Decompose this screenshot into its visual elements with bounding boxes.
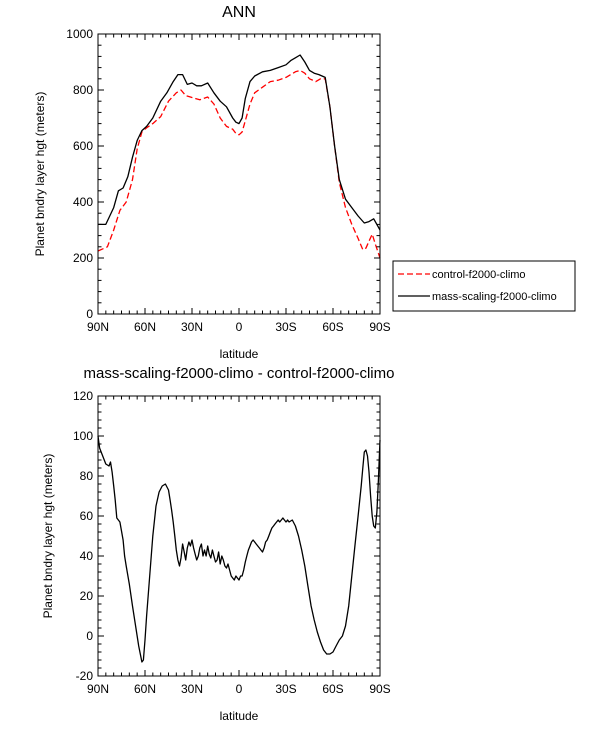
legend-label-mass-scaling: mass-scaling-f2000-climo	[432, 291, 557, 303]
panel-bottom-y-tick-label: 80	[80, 469, 94, 483]
panel-bottom-series-line-0	[97, 435, 381, 663]
panel-top-x-tick-label: 60N	[134, 320, 156, 334]
panel-top-series-layer	[97, 54, 381, 259]
panel-bottom-y-axis-label: Planet bndry layer hgt (meters)	[41, 454, 55, 619]
legend: control-f2000-climo mass-scaling-f2000-c…	[392, 260, 576, 312]
panel-top-y-tick-label: 800	[73, 83, 93, 97]
panel-bottom-x-tick-label: 30N	[181, 682, 203, 696]
panel-top-series-line-1	[98, 54, 381, 231]
panel-top-x-tick-label: 90N	[87, 320, 109, 334]
panel-top-x-tick-label: 30N	[181, 320, 203, 334]
panel-bottom-x-tick-label: 90S	[369, 682, 390, 696]
panel-bottom-x-tick-label: 0	[236, 682, 243, 696]
panel-top: ANN Planet bndry layer hgt (meters) lati…	[33, 4, 391, 361]
panel-top-x-tick-label: 30S	[275, 320, 296, 334]
panel-bottom-y-tick-label: 60	[80, 509, 94, 523]
panel-bottom-x-tick-label: 60S	[322, 682, 343, 696]
panel-top-x-tick-label: 90S	[369, 320, 390, 334]
panel-bottom-ticks-layer: 90N 60N 30N 0 30S 60S 90S -20 0 20 40 60 80 100 120	[73, 389, 391, 696]
panel-top-y-tick-label: 200	[73, 251, 93, 265]
panel-bottom-series-layer	[97, 435, 381, 663]
panel-bottom-x-tick-label: 60N	[134, 682, 156, 696]
panel-top-x-axis-label: latitude	[220, 347, 259, 361]
panel-bottom-y-tick-label: 40	[80, 549, 94, 563]
panel-top-y-tick-label: 400	[73, 195, 93, 209]
panel-top-y-tick-label: 600	[73, 139, 93, 153]
panel-bottom-x-tick-label: 90N	[87, 682, 109, 696]
panel-bottom: mass-scaling-f2000-climo - control-f2000…	[41, 365, 394, 723]
panel-bottom-y-tick-label: 120	[73, 389, 93, 403]
panel-top-y-tick-label: 1000	[66, 27, 93, 41]
legend-box	[392, 260, 576, 312]
panel-bottom-y-tick-label: -20	[76, 669, 94, 683]
panel-top-ticks-layer: 90N 60N 30N 0 30S 60S 90S 0 200 400 600 800 1000	[66, 27, 390, 334]
panel-top-x-tick-label: 60S	[322, 320, 343, 334]
legend-label-control: control-f2000-climo	[432, 269, 526, 281]
panel-bottom-y-tick-label: 20	[80, 589, 94, 603]
panel-top-y-axis-label: Planet bndry layer hgt (meters)	[33, 92, 47, 257]
panel-top-x-tick-label: 0	[236, 320, 243, 334]
panel-bottom-title: mass-scaling-f2000-climo - control-f2000…	[84, 365, 395, 382]
panel-top-y-tick-label: 0	[86, 307, 93, 321]
panel-bottom-plot-frame	[97, 395, 381, 677]
panel-bottom-x-axis-label: latitude	[220, 709, 259, 723]
panel-bottom-y-tick-label: 100	[73, 429, 93, 443]
panel-top-plot-frame	[97, 33, 381, 315]
panel-bottom-y-tick-label: 0	[86, 629, 93, 643]
panel-top-title: ANN	[222, 4, 256, 21]
panel-bottom-x-tick-label: 30S	[275, 682, 296, 696]
